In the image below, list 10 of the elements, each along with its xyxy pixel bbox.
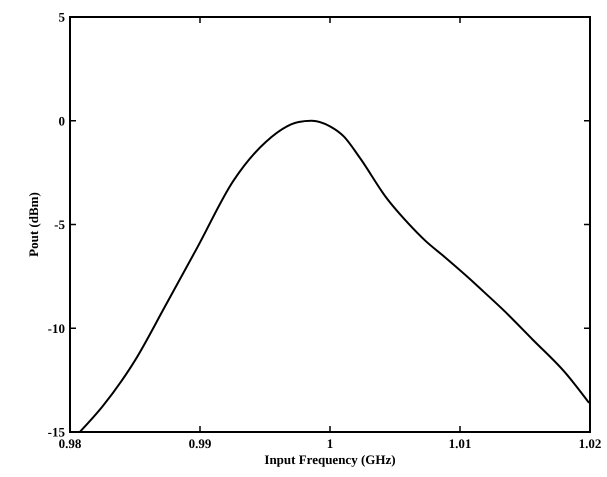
x-tick-label: 1.01 <box>448 436 472 451</box>
x-tick-label: 1.02 <box>578 436 602 451</box>
y-tick-label: 0 <box>58 113 65 128</box>
x-axis-title: Input Frequency (GHz) <box>264 452 396 467</box>
y-tick-label: -5 <box>54 217 66 232</box>
y-axis-title: Pout (dBm) <box>26 192 41 257</box>
y-tick-label: -10 <box>48 320 65 336</box>
x-tick-label: 1 <box>326 436 334 451</box>
y-tick-label: 5 <box>58 10 66 25</box>
x-tick-label: 0.99 <box>188 436 212 451</box>
